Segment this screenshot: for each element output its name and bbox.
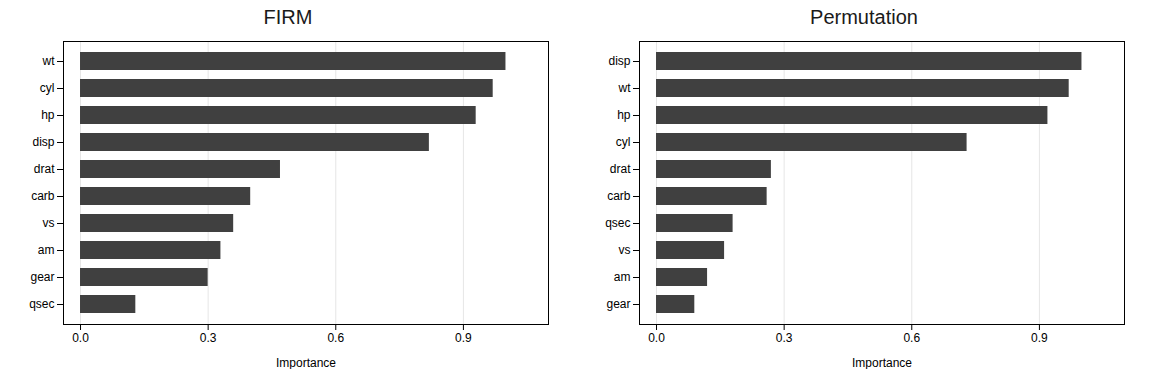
svg-text:cyl: cyl — [40, 81, 55, 95]
svg-text:carb: carb — [607, 189, 631, 203]
svg-text:0.0: 0.0 — [648, 331, 665, 345]
svg-text:am: am — [614, 270, 631, 284]
svg-text:0.3: 0.3 — [776, 331, 793, 345]
svg-text:vs: vs — [619, 243, 631, 257]
svg-text:0.0: 0.0 — [72, 331, 89, 345]
svg-text:disp: disp — [32, 135, 54, 149]
svg-text:0.6: 0.6 — [327, 331, 344, 345]
svg-text:cyl: cyl — [616, 135, 631, 149]
svg-text:gear: gear — [606, 297, 630, 311]
svg-text:0.9: 0.9 — [1031, 331, 1048, 345]
svg-text:drat: drat — [610, 162, 631, 176]
html-text:FIRM: FIRM — [263, 6, 313, 28]
svg-text:hp: hp — [617, 108, 631, 122]
svg-text:Importance: Importance — [276, 356, 336, 370]
svg-text:disp: disp — [608, 54, 630, 68]
svg-text:wt: wt — [618, 81, 632, 95]
svg-text:gear: gear — [30, 270, 54, 284]
svg-text:qsec: qsec — [29, 297, 54, 311]
svg-text:Importance: Importance — [852, 356, 912, 370]
svg-text:0.6: 0.6 — [903, 331, 920, 345]
svg-text:wt: wt — [42, 54, 56, 68]
svg-text:0.9: 0.9 — [455, 331, 472, 345]
svg-text:am: am — [38, 243, 55, 257]
html-text:Permutation: Permutation — [810, 6, 918, 28]
svg-text:vs: vs — [43, 216, 55, 230]
svg-text:hp: hp — [41, 108, 55, 122]
svg-text:0.3: 0.3 — [200, 331, 217, 345]
svg-text:carb: carb — [31, 189, 55, 203]
svg-text:qsec: qsec — [605, 216, 630, 230]
svg-text:drat: drat — [34, 162, 55, 176]
